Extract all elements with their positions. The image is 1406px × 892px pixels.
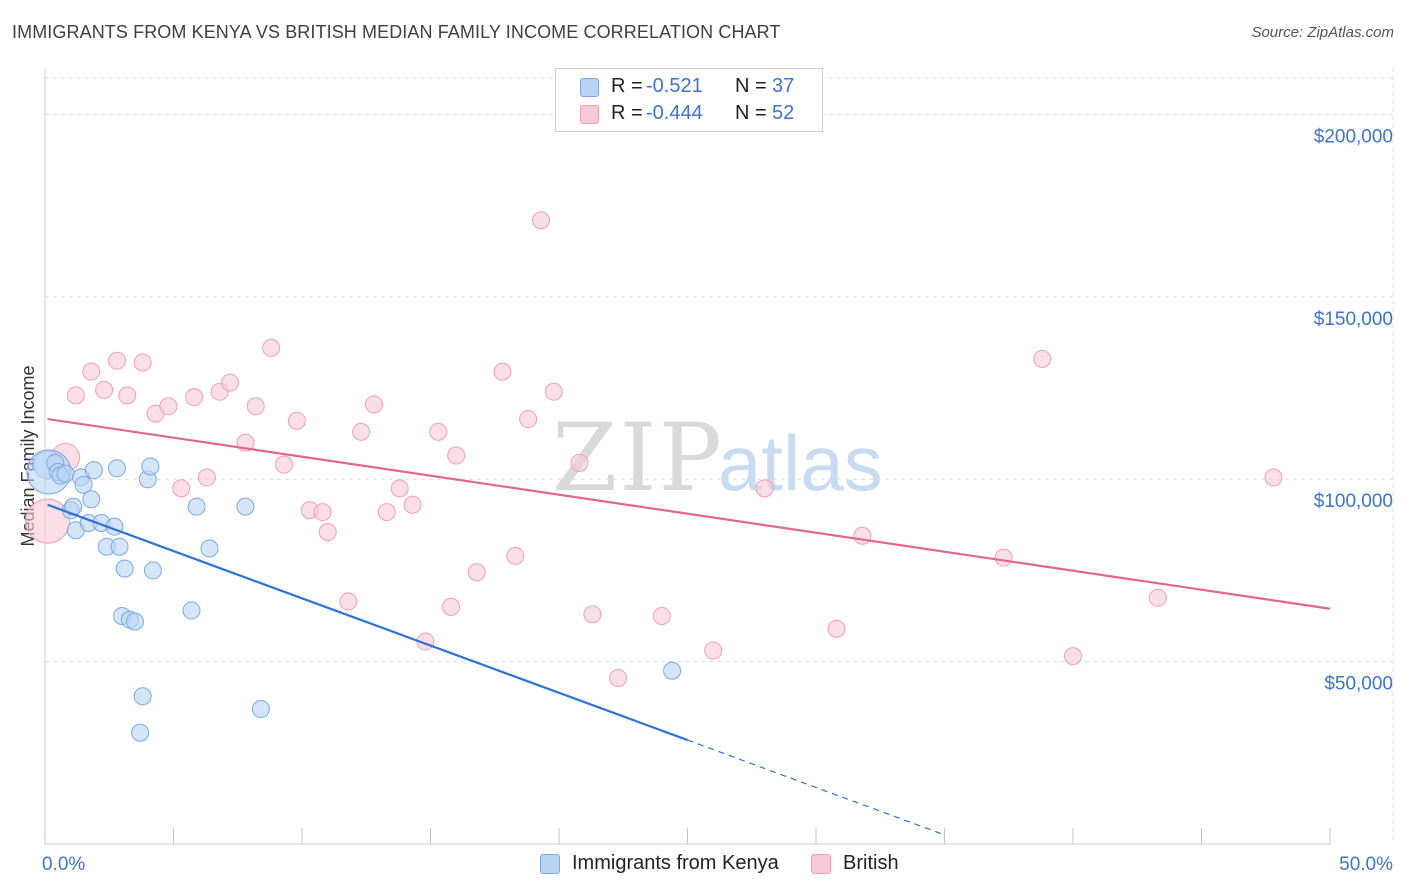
kenya-point [125, 612, 144, 631]
british-point [185, 388, 204, 407]
legend-r-label: R = [611, 102, 643, 124]
british-point [25, 498, 71, 544]
kenya-trend-line [47, 503, 688, 742]
british-point [609, 669, 628, 688]
british-point [544, 382, 563, 401]
gridlines [45, 77, 1393, 663]
british-point [755, 479, 774, 498]
kenya-point [115, 559, 134, 578]
british-point [447, 446, 466, 465]
british-point [318, 523, 337, 542]
kenya-point [74, 475, 93, 494]
trend-lines [47, 417, 1331, 836]
british-point [853, 526, 872, 545]
british-point [313, 503, 332, 522]
british-point [133, 353, 152, 372]
british-point [364, 395, 383, 414]
legend-n-value-british: 52 [772, 102, 795, 124]
legend-r-value-british: -0.444 [646, 102, 703, 124]
british-point [403, 495, 422, 514]
x-tick-label: 0.0% [42, 854, 85, 875]
british-point [1148, 588, 1167, 607]
correlation-legend: R = -0.521 N = 37 R = -0.444 N = 52 [555, 68, 823, 132]
kenya-point [84, 461, 103, 480]
british-point [493, 362, 512, 381]
british-point [352, 422, 371, 441]
legend-r-value-kenya: -0.521 [646, 75, 703, 97]
british-point [107, 351, 126, 370]
legend-n-label: N = [735, 102, 767, 124]
tick-labels: $50,000 $100,000 $150,000 $200,000 0.0% 50.0% [42, 126, 1393, 875]
y-tick-label: $200,000 [1314, 126, 1393, 147]
kenya-point [56, 464, 75, 483]
british-point [1064, 647, 1082, 666]
watermark-atlas: atlas [718, 419, 883, 507]
kenya-point [107, 459, 126, 478]
kenya-swatch [580, 78, 599, 97]
y-tick-label: $150,000 [1314, 309, 1393, 330]
source-label: Source: ZipAtlas.com [1251, 24, 1394, 41]
legend-label-british: British [843, 852, 899, 874]
british-point [467, 563, 486, 582]
kenya-point [131, 723, 150, 742]
kenya-point [141, 457, 160, 476]
british-point [994, 548, 1013, 567]
legend-label-kenya: Immigrants from Kenya [572, 852, 779, 874]
british-points [25, 211, 1283, 688]
kenya-point [110, 537, 129, 556]
british-point [172, 479, 191, 498]
british-point [652, 607, 671, 626]
british-point [262, 338, 281, 357]
british-point [704, 641, 723, 660]
british-point [390, 479, 409, 498]
british-point [532, 211, 551, 230]
british-point [827, 619, 846, 638]
british-point [246, 397, 265, 416]
british-point [275, 455, 294, 474]
british-point [429, 422, 448, 441]
x-tick-label: 50.0% [1339, 854, 1393, 875]
british-point [221, 373, 240, 392]
y-axis-label: Median Family Income [18, 365, 38, 546]
british-point [583, 605, 602, 624]
y-tick-label: $50,000 [1324, 674, 1393, 695]
british-point [95, 380, 114, 399]
british-point [287, 411, 306, 430]
british-point [1264, 468, 1283, 487]
kenya-point [187, 497, 206, 516]
legend-r-label: R = [611, 75, 643, 97]
british-swatch [811, 854, 831, 874]
kenya-point [236, 497, 255, 516]
kenya-point [251, 700, 270, 719]
kenya-points [26, 449, 682, 742]
kenya-trend-extension [687, 739, 945, 836]
kenya-point [133, 687, 152, 706]
kenya-point [143, 561, 162, 580]
british-point [82, 362, 101, 381]
british-point [66, 386, 85, 405]
british-point [118, 386, 137, 405]
kenya-point [663, 661, 682, 680]
british-point [377, 503, 396, 522]
british-point [1033, 349, 1052, 368]
kenya-point [182, 601, 201, 620]
british-trend-line [47, 417, 1331, 610]
british-point [519, 410, 538, 429]
british-point [197, 468, 216, 487]
y-tick-label: $100,000 [1314, 491, 1393, 512]
kenya-swatch [540, 854, 560, 874]
legend-n-label: N = [735, 75, 767, 97]
british-point [442, 597, 461, 616]
british-point [159, 397, 178, 416]
british-point [570, 453, 589, 472]
british-swatch [580, 105, 599, 124]
kenya-point [82, 490, 101, 509]
chart-title: IMMIGRANTS FROM KENYA VS BRITISH MEDIAN … [12, 22, 781, 42]
watermark: ZIP atlas [552, 404, 883, 513]
british-point [506, 546, 525, 565]
kenya-point [200, 539, 219, 558]
british-point [339, 592, 358, 611]
legend-n-value-kenya: 37 [772, 75, 795, 97]
